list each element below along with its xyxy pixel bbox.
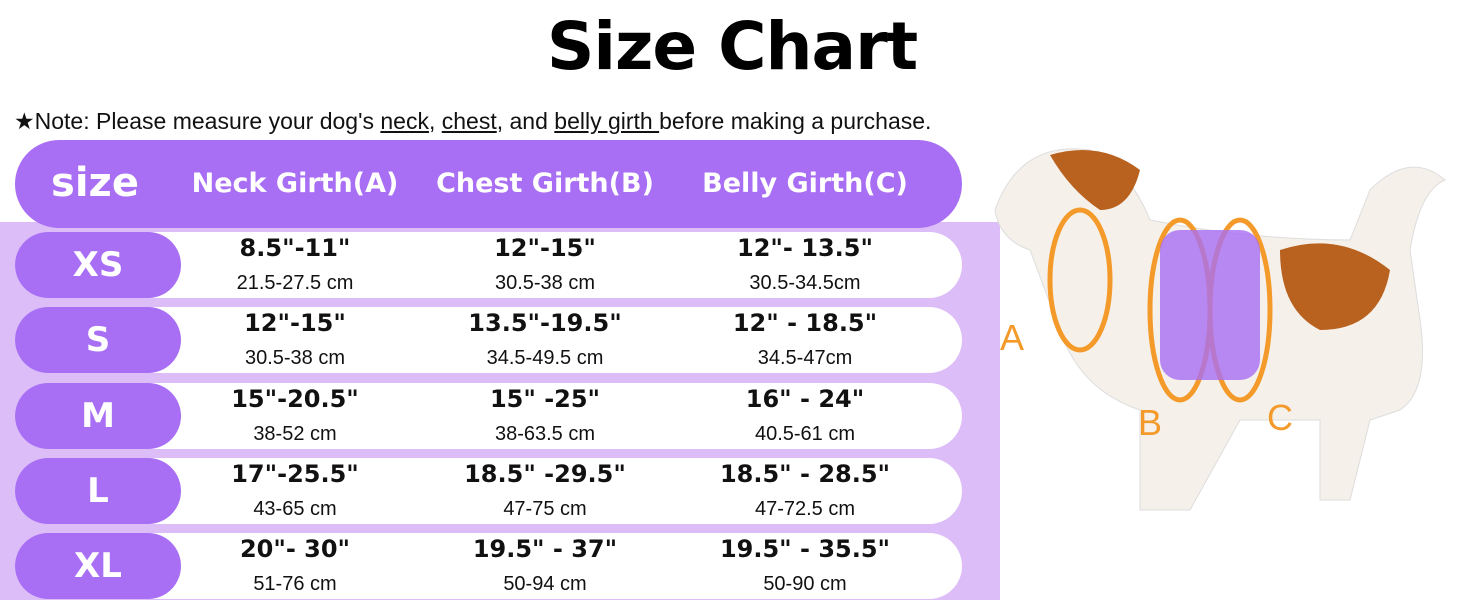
size-cell: XL [15,533,181,599]
inch-value: 19.5" - 37" [472,535,618,563]
note-segment: ★Note: Please measure your dog's [14,108,381,134]
dog-body-patch [1280,243,1390,330]
size-cell: L [15,458,181,524]
note-segment: before making a purchase. [659,108,932,134]
header-cell: Chest Girth(B) [436,168,654,199]
label-b: B [1138,402,1162,443]
note-segment: neck [380,108,429,134]
inch-value: 13.5"-19.5" [468,309,622,337]
cm-value: 38-52 cm [253,423,337,445]
inch-value: 15" -25" [489,385,601,413]
inch-value: 16" - 24" [745,385,865,413]
inch-value: 18.5" -29.5" [464,460,626,488]
cm-value: 47-75 cm [503,498,587,520]
cm-value: 30.5-38 cm [494,272,596,294]
cm-value: 50-90 cm [763,573,847,595]
cm-value: 40.5-61 cm [754,423,856,445]
header-bar [15,140,962,228]
header-cell: Neck Girth(A) [191,168,399,199]
label-c: C [1267,397,1293,438]
cm-value: 21.5-27.5 cm [236,272,354,294]
size-cell: M [15,383,181,449]
cm-value: 30.5-34.5cm [749,272,861,294]
harness [1160,230,1260,380]
title: Size Chart [546,8,918,85]
note-segment: , [428,108,442,134]
inch-value: 15"-20.5" [231,385,359,413]
inch-value: 19.5" - 35.5" [719,535,891,563]
inch-value: 12" - 18.5" [732,309,878,337]
label-a: A [1000,317,1024,358]
note: ★Note: Please measure your dog's neck, c… [14,108,931,135]
header-cell: Belly Girth(C) [702,168,908,199]
size-cell: S [15,307,181,373]
cm-value: 38-63.5 cm [494,423,596,445]
note-segment: , and [496,108,555,134]
cm-value: 51-76 cm [253,573,337,595]
header-cell: size [51,160,139,206]
inch-value: 12"-15" [244,309,346,337]
inch-value: 12"-15" [494,234,596,262]
inch-value: 18.5" - 28.5" [719,460,891,488]
size-cell: XS [15,232,181,298]
cm-value: 50-94 cm [503,573,587,595]
arc-a [1047,207,1113,353]
note-segment: belly girth [554,108,660,134]
inch-value: 12"- 13.5" [737,234,873,262]
cm-value: 30.5-38 cm [244,347,346,369]
cm-value: 47-72.5 cm [754,498,856,520]
inch-value: 20"- 30" [239,535,351,563]
cm-value: 43-65 cm [253,498,337,520]
cm-value: 34.5-49.5 cm [486,347,604,369]
dog-head-patch [1050,150,1140,210]
note-segment: chest [441,108,497,134]
inch-value: 8.5"-11" [239,234,351,262]
cm-value: 34.5-47cm [757,347,853,369]
dog-illustration: A B C [994,148,1446,511]
inch-value: 17"-25.5" [231,460,359,488]
